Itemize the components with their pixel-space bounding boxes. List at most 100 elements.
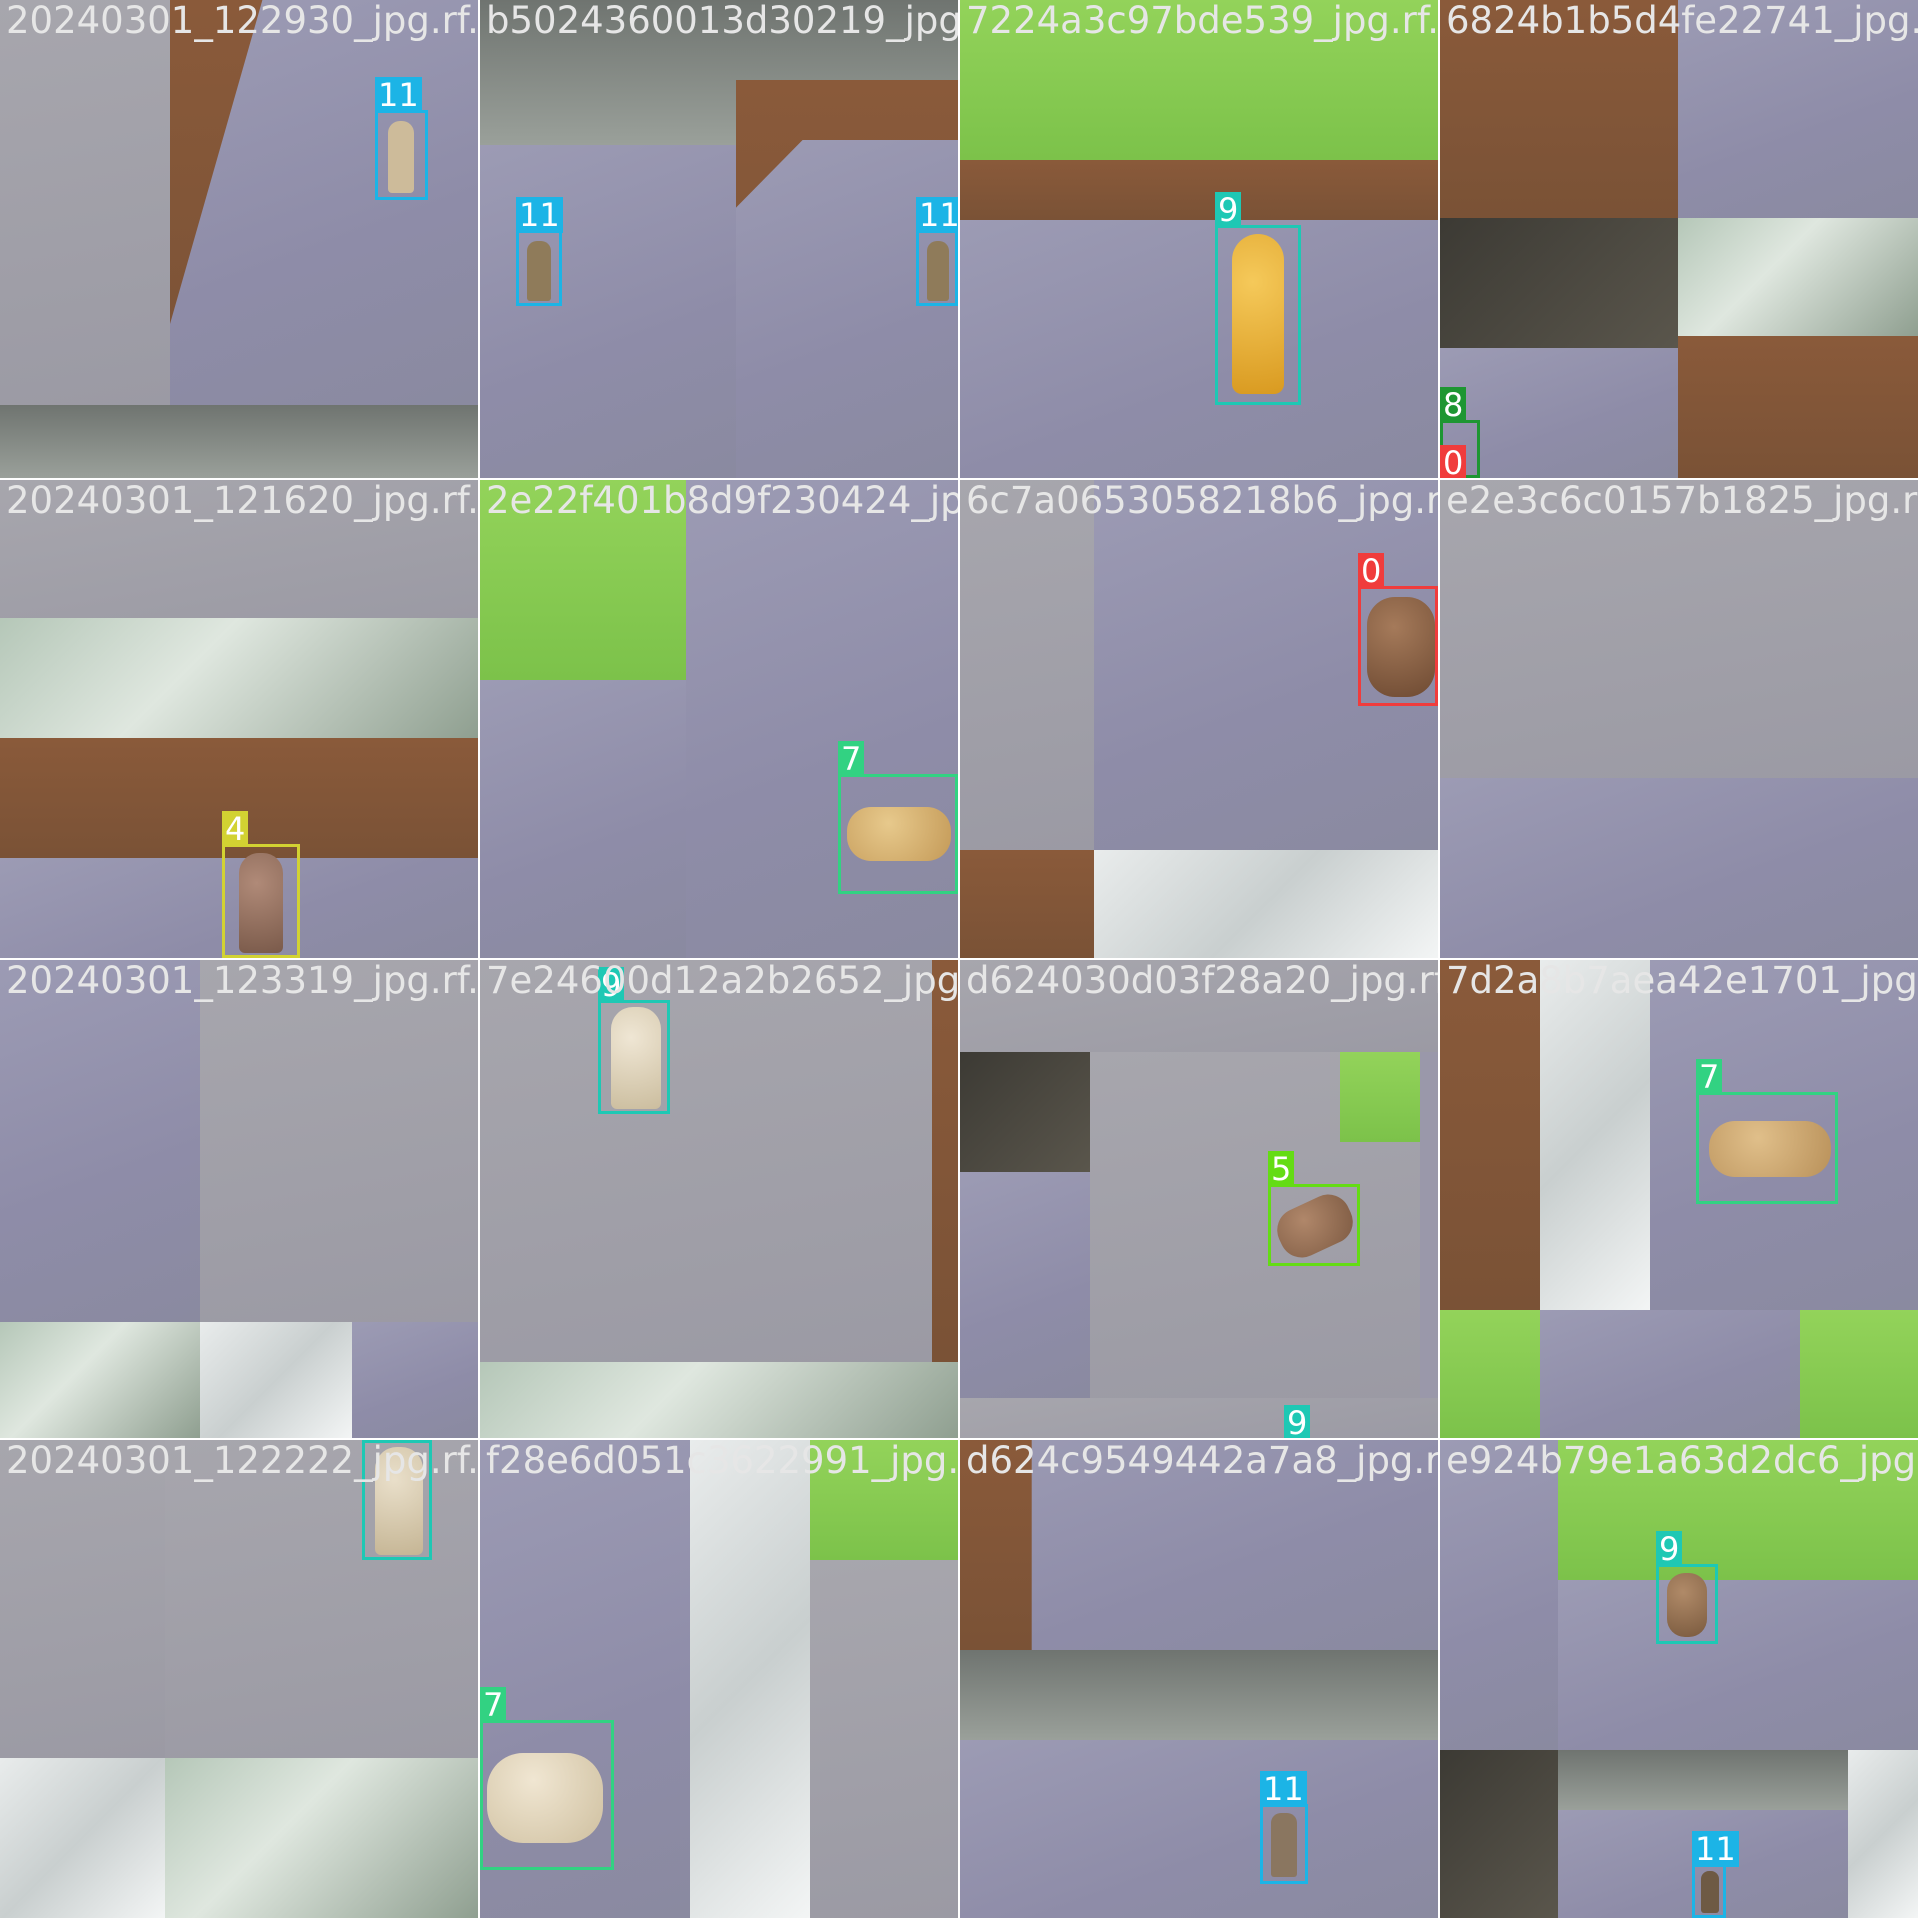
image-caption: 6c7a0653058218b6_jpg.rf.cd	[966, 480, 1438, 522]
mosaic-tile: 20240301_122222_jpg.rf.08 9	[0, 1440, 478, 1918]
tile-region	[1340, 1052, 1420, 1142]
tile-region	[810, 1440, 958, 1560]
detection-box: 11	[1692, 1831, 1739, 1918]
class-label: 9	[1284, 1405, 1311, 1438]
mosaic-tile: 6824b1b5d4fe22741_jpg.rf.43 8 0	[1440, 0, 1918, 478]
class-label: 5	[1268, 1151, 1295, 1187]
tile-region	[1558, 1750, 1848, 1810]
chess-piece-pawn	[375, 1447, 423, 1555]
tile-region	[0, 1322, 200, 1438]
tile-region	[1848, 1750, 1918, 1918]
mosaic-tile: d624c9549442a7a8_jpg.rf.ae 11	[960, 1440, 1438, 1918]
tile-region	[0, 0, 170, 405]
detection-box: 7	[838, 741, 958, 894]
detection-box: 11	[1260, 1771, 1308, 1884]
tile-region	[1440, 0, 1678, 218]
tile-region	[960, 850, 1094, 958]
tile-region	[1540, 1310, 1800, 1438]
tile-region	[1800, 1310, 1918, 1438]
tile-region	[1094, 850, 1438, 958]
tile-region	[1031, 1440, 1438, 1650]
tile-region	[480, 1362, 958, 1438]
image-caption: 7d2a8b7aea42e1701_jpg.rf.ed	[1446, 960, 1918, 1002]
mosaic-tile: d624030d03f28a20_jpg.rf.da 5 9	[960, 960, 1438, 1438]
class-label: 9	[598, 967, 625, 1003]
detection-box: 4	[222, 811, 300, 958]
image-caption: f28e6d051c3622991_jpg.rf.09	[486, 1440, 958, 1482]
tile-region	[165, 1440, 478, 1758]
detection-box: 7	[480, 1687, 614, 1870]
chess-piece-pawn	[1667, 1573, 1707, 1637]
tile-region	[1440, 778, 1918, 958]
chess-piece-pawn	[1269, 1187, 1361, 1265]
tile-region	[480, 680, 686, 958]
mosaic-tile: 20240301_123319_jpg.rf.f48	[0, 960, 478, 1438]
mosaic-tile: 7d2a8b7aea42e1701_jpg.rf.ed 7	[1440, 960, 1918, 1438]
chess-piece-pawn	[847, 807, 951, 861]
chess-piece-pawn	[611, 1007, 661, 1109]
tile-region	[960, 220, 1438, 478]
class-label: 8	[1440, 387, 1467, 423]
tile-region	[932, 960, 958, 1362]
class-label: 9	[1656, 1531, 1683, 1567]
tile-region	[810, 1560, 958, 1918]
class-label: 11	[375, 77, 422, 113]
detection-box: 9	[598, 967, 670, 1114]
tile-region	[0, 960, 200, 1322]
image-caption: 20240301_122930_jpg.rf.0f5b2436300382821…	[6, 0, 478, 42]
detection-box: 0	[1358, 553, 1438, 706]
tile-region	[690, 1440, 810, 1918]
tile-region	[1440, 1440, 1558, 1750]
tile-region	[0, 618, 478, 738]
class-label: 11	[916, 197, 958, 233]
class-label: 7	[1696, 1059, 1723, 1095]
tile-region	[1440, 960, 1540, 1310]
image-caption: 7224a3c97bde539_jpg.rf.e3	[966, 0, 1438, 42]
chess-piece-pawn	[1709, 1121, 1831, 1177]
mosaic-tile: f28e6d051c3622991_jpg.rf.09 7	[480, 1440, 958, 1918]
tile-region	[352, 1322, 478, 1438]
tile-region	[960, 160, 1438, 220]
tile-region	[960, 960, 1438, 1052]
tile-region	[1558, 1440, 1918, 1580]
mosaic-tile: e2e3c6c0157b1825_jpg.rf.54	[1440, 480, 1918, 958]
tile-region	[960, 0, 1438, 160]
image-caption: d624c9549442a7a8_jpg.rf.ae	[966, 1440, 1438, 1482]
image-caption: 6824b1b5d4fe22741_jpg.rf.43	[1446, 0, 1918, 42]
tile-region	[480, 960, 932, 1362]
detection-box: 11	[375, 77, 428, 200]
mosaic-tile: e924b79e1a63d2dc6_jpg.rf.48 9 11	[1440, 1440, 1918, 1918]
tile-region	[480, 480, 686, 680]
image-caption: d624030d03f28a20_jpg.rf.da	[966, 960, 1438, 1002]
mosaic-tile: 20240301_122930_jpg.rf.0f5b2436300382821…	[0, 0, 478, 478]
tile-region	[1678, 336, 1918, 478]
chess-piece-pawn	[927, 241, 949, 301]
mosaic-tile: 20240301_121620_jpg.rf.df2 4	[0, 480, 478, 958]
class-label: 9	[1215, 192, 1242, 228]
class-label: 11	[516, 197, 563, 233]
tile-region	[1540, 960, 1650, 1310]
tile-region	[736, 140, 958, 478]
tile-region	[1440, 1750, 1558, 1918]
chess-piece-pawn	[1271, 1813, 1297, 1877]
class-label: 7	[838, 741, 865, 777]
class-label: 9	[362, 1440, 389, 1443]
class-label: 0	[1358, 553, 1385, 589]
class-label: 11	[1692, 1831, 1739, 1867]
tile-region	[1678, 0, 1918, 218]
tile-region	[1440, 480, 1918, 778]
image-caption: 20240301_122222_jpg.rf.08	[6, 1440, 478, 1482]
image-caption: e2e3c6c0157b1825_jpg.rf.54	[1446, 480, 1918, 522]
tile-region	[0, 480, 478, 618]
tile-region	[480, 145, 736, 478]
detection-box: 5	[1268, 1151, 1361, 1266]
tile-region	[0, 1758, 165, 1918]
image-caption: 20240301_121620_jpg.rf.df2	[6, 480, 478, 522]
tile-region	[960, 1740, 1438, 1918]
tile-region	[960, 480, 1094, 850]
class-label: 11	[1260, 1771, 1307, 1807]
detection-box: 7	[1696, 1059, 1838, 1204]
chess-piece-pawn	[239, 853, 283, 953]
detection-box: 9	[362, 1440, 432, 1560]
chess-piece-pawn	[1232, 234, 1284, 394]
